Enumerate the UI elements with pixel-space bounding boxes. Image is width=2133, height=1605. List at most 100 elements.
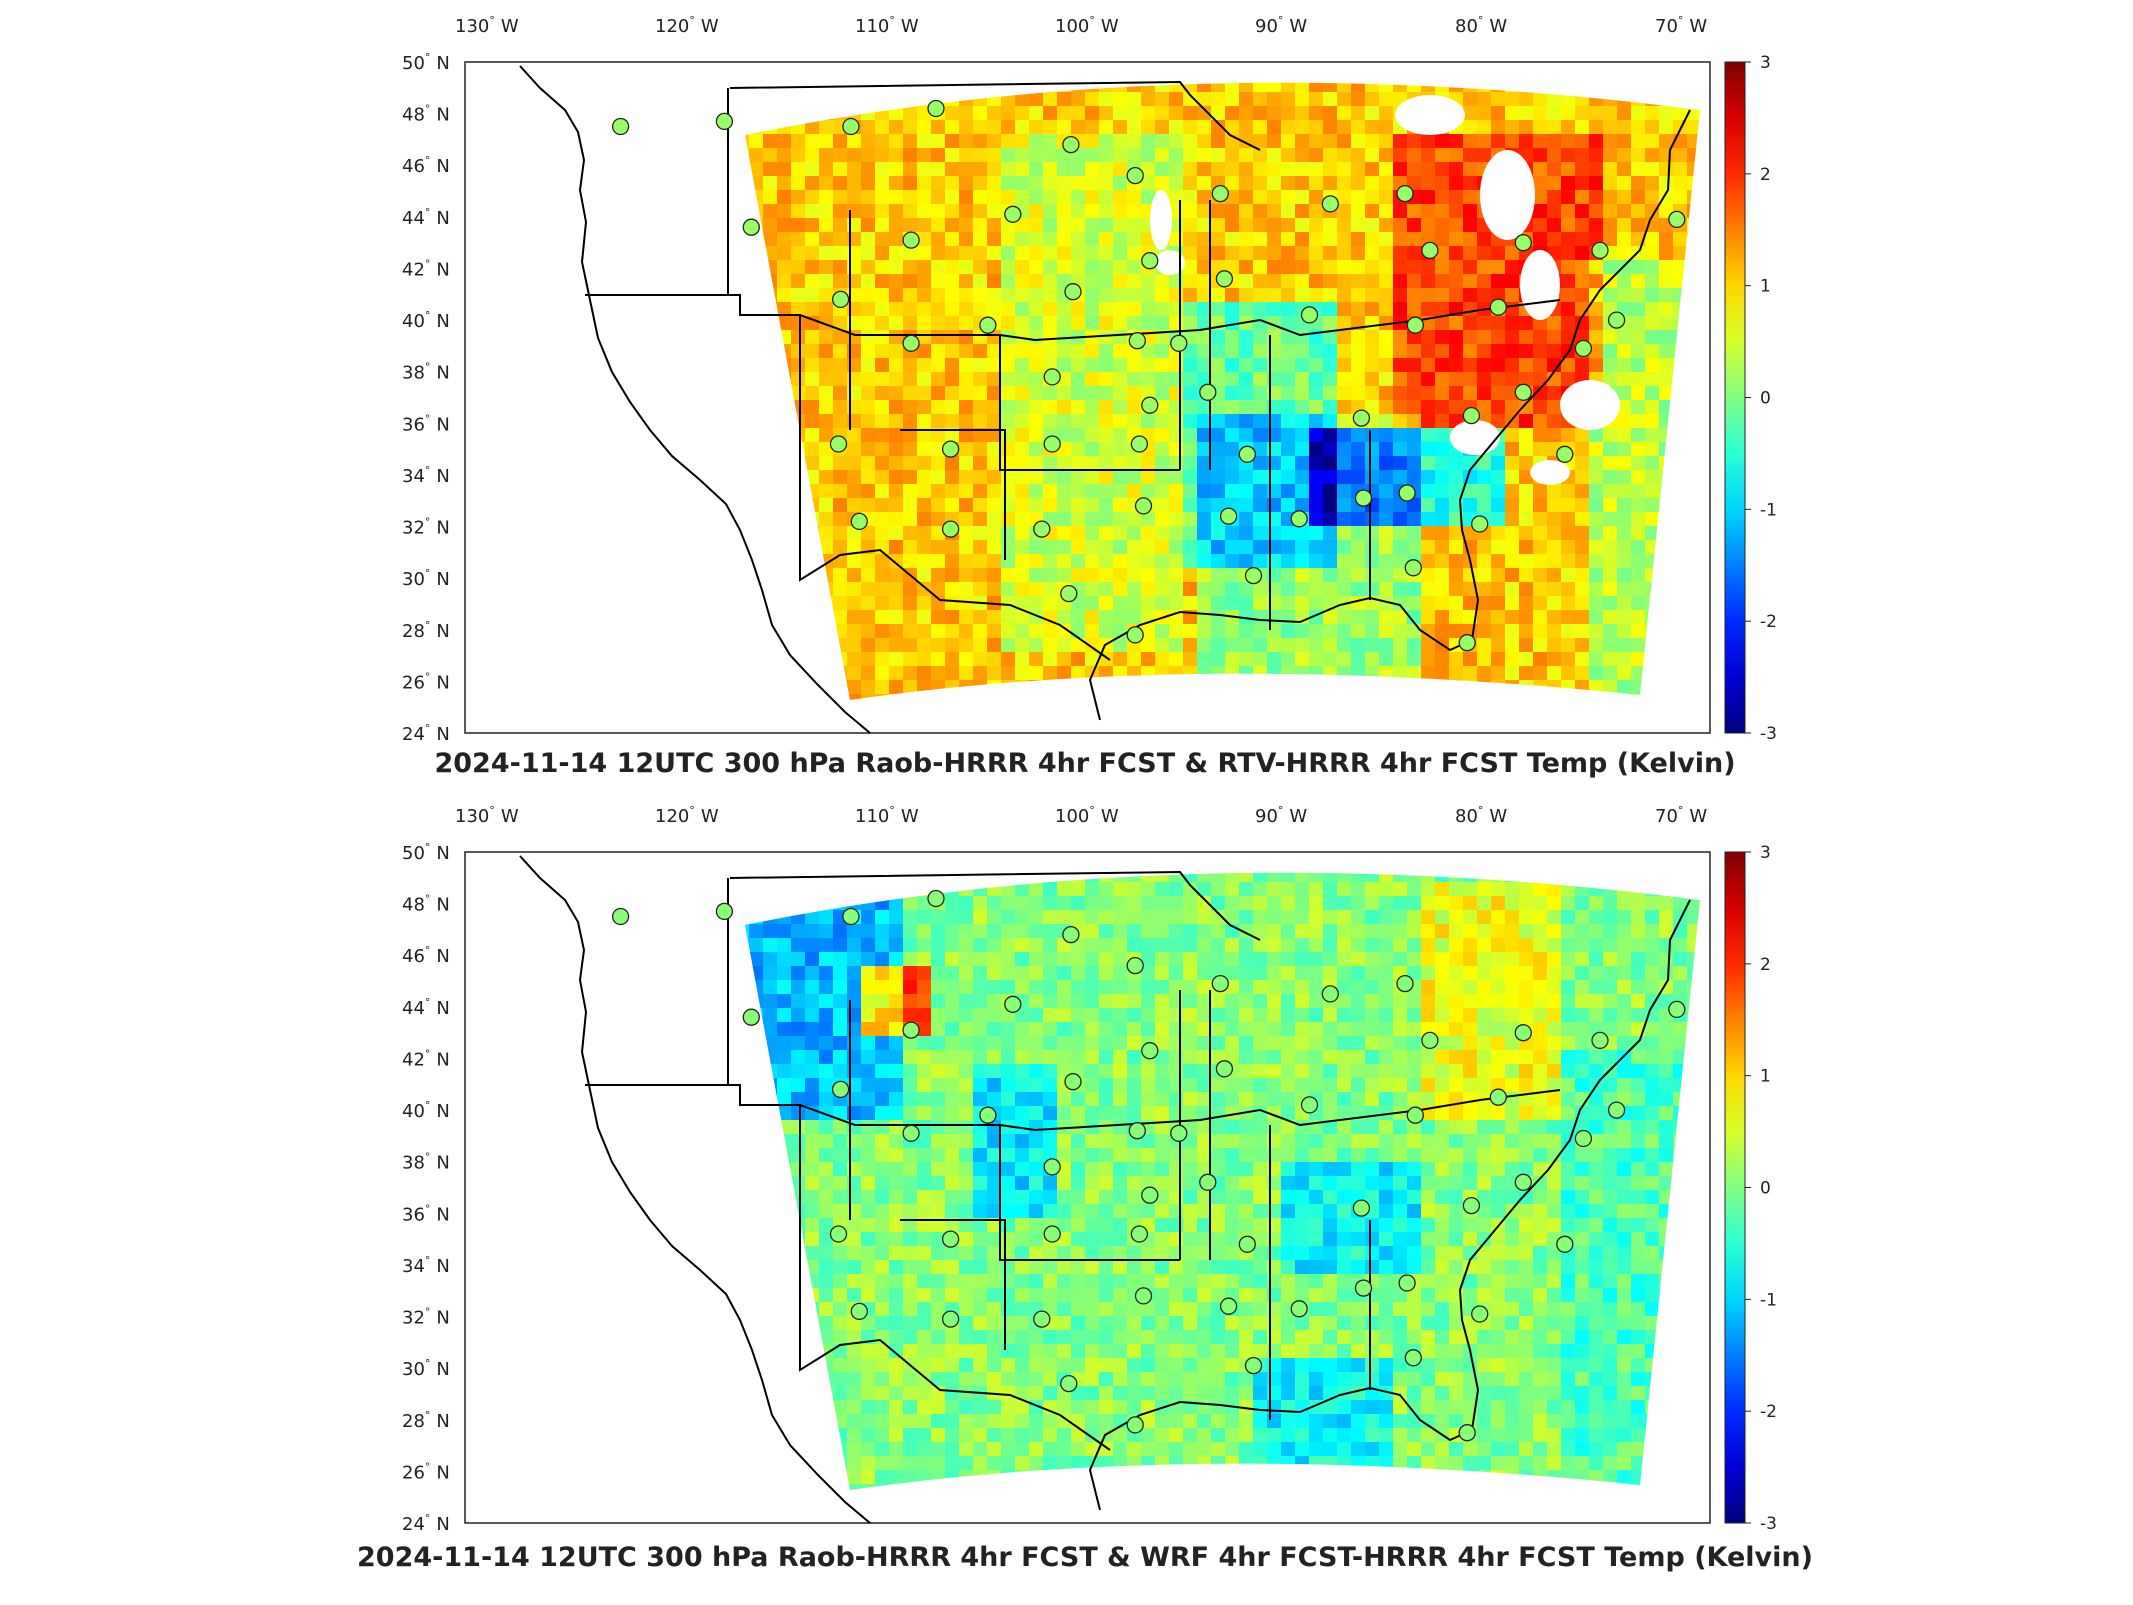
heatmap-cell [861,386,876,401]
heatmap-cell [959,1022,974,1037]
heatmap-cell [1043,1008,1058,1023]
heatmap-cell [1295,1064,1310,1079]
heatmap-cell [875,358,890,373]
heatmap-cell [987,288,1002,303]
heatmap-cell [931,288,946,303]
heatmap-cell [1603,260,1618,275]
heatmap-cell [945,924,960,939]
heatmap-cell [1225,1120,1240,1135]
heatmap-cell [1141,910,1156,925]
heatmap-cell [1225,1134,1240,1149]
heatmap-cell [1001,540,1016,555]
heatmap-cell [889,456,904,471]
heatmap-cell [1519,540,1534,555]
heatmap-cell [917,582,932,597]
heatmap-cell [1407,274,1422,289]
heatmap-cell [1281,190,1296,205]
heatmap-cell [1323,1134,1338,1149]
heatmap-cell [1351,92,1366,107]
heatmap-cell [1183,470,1198,485]
heatmap-cell [987,162,1002,177]
heatmap-cell [945,302,960,317]
heatmap-cell [1211,994,1226,1009]
heatmap-cell [1631,596,1646,611]
heatmap-cell [987,498,1002,513]
heatmap-cell [1281,1134,1296,1149]
heatmap-cell [1071,456,1086,471]
heatmap-cell [917,1036,932,1051]
heatmap-cell [1253,148,1268,163]
heatmap-cell [1309,1022,1324,1037]
heatmap-cell [1043,994,1058,1009]
heatmap-cell [1533,596,1548,611]
heatmap-cell [1127,400,1142,415]
heatmap-cell [1267,910,1282,925]
heatmap-cell [1295,148,1310,163]
heatmap-cell [1323,372,1338,387]
heatmap-cell [1183,428,1198,443]
heatmap-cell [1575,582,1590,597]
heatmap-cell [1491,400,1506,415]
heatmap-cell [1519,568,1534,583]
heatmap-cell [1057,232,1072,247]
heatmap-cell [1379,470,1394,485]
heatmap-cell [1407,910,1422,925]
heatmap-cell [1029,134,1044,149]
heatmap-cell [805,386,820,401]
heatmap-cell [903,302,918,317]
heatmap-cell [1253,176,1268,191]
heatmap-cell [861,582,876,597]
heatmap-cell [931,610,946,625]
heatmap-cell [1239,1078,1254,1093]
heatmap-cell [1197,540,1212,555]
heatmap-cell [1029,232,1044,247]
heatmap-cell [875,386,890,401]
heatmap-cell [1267,652,1282,667]
heatmap-cell [1071,994,1086,1009]
heatmap-cell [833,540,848,555]
heatmap-cell [1211,162,1226,177]
heatmap-cell [791,316,806,331]
heatmap-cell [1449,1064,1464,1079]
heatmap-cell [1071,204,1086,219]
heatmap-cell [959,924,974,939]
heatmap-cell [1309,288,1324,303]
heatmap-cell [889,652,904,667]
heatmap-cell [1631,344,1646,359]
heatmap-cell [1001,638,1016,653]
heatmap-cell [973,938,988,953]
heatmap-cell [1491,994,1506,1009]
heatmap-cell [973,582,988,597]
heatmap-cell [791,232,806,247]
heatmap-cell [1561,176,1576,191]
heatmap-cell [1365,624,1380,639]
heatmap-cell [833,456,848,471]
heatmap-cell [1043,246,1058,261]
heatmap-cell [1281,952,1296,967]
heatmap-cell [889,302,904,317]
heatmap-cell [875,610,890,625]
heatmap-cell [1561,596,1576,611]
heatmap-cell [861,344,876,359]
heatmap-cell [1519,428,1534,443]
heatmap-cell [1491,554,1506,569]
heatmap-cell [1365,582,1380,597]
heatmap-cell [875,680,890,695]
heatmap-cell [1239,190,1254,205]
heatmap-cell [1057,952,1072,967]
heatmap-cell [1113,568,1128,583]
heatmap-cell [1603,540,1618,555]
heatmap-cell [1337,512,1352,527]
heatmap-cell [1533,204,1548,219]
heatmap-cell [1281,484,1296,499]
heatmap-cell [1127,1022,1142,1037]
heatmap-cell [1057,176,1072,191]
heatmap-cell [1547,952,1562,967]
heatmap-cell [1547,1050,1562,1065]
heatmap-cell [1085,106,1100,121]
heatmap-cell [1365,456,1380,471]
heatmap-cell [1099,358,1114,373]
heatmap-cell [1183,1078,1198,1093]
